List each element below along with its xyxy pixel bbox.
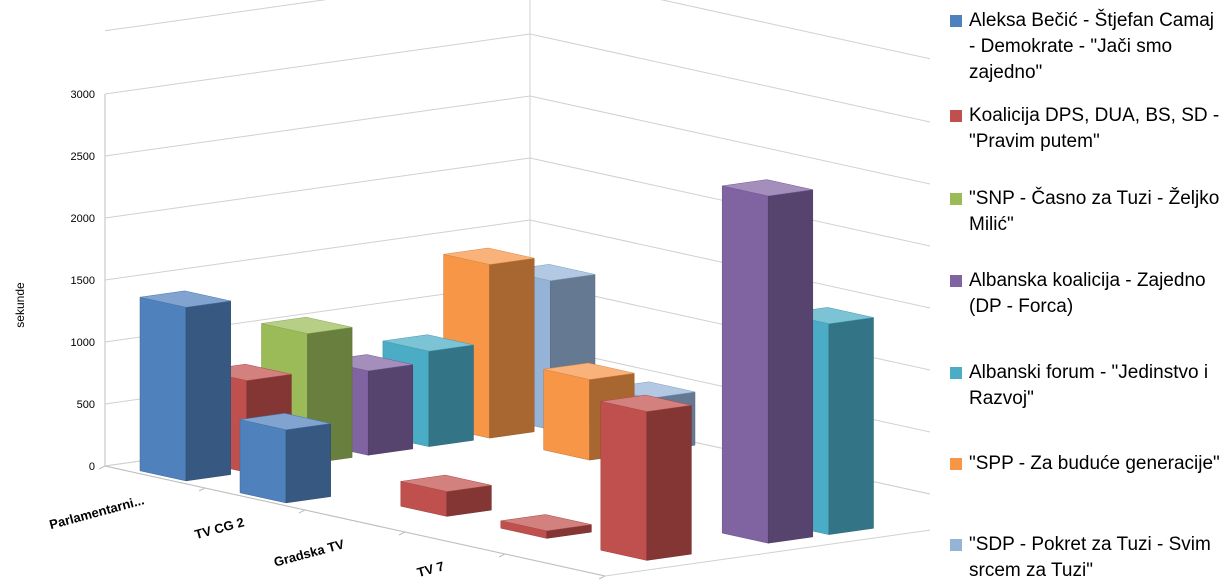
legend-item: Albanski forum - "Jedinstvo i Razvoj" [950,360,1222,412]
bar-side [185,300,231,482]
x-tick [598,575,606,580]
legend-label: "SPP - Za buduće generacije" [969,453,1220,474]
bar-top [382,334,474,352]
y-tick-label: 1000 [71,337,95,349]
y-tick-label: 1500 [71,275,95,287]
category-label: Parlamentarni... [48,492,146,532]
legend-label: Albanska koalicija - Zajedno (DP - Forca… [969,270,1206,317]
legend-label: Albanski forum - "Jedinstvo i Razvoj" [969,362,1209,409]
x-tick [298,509,306,514]
x-axis-line [104,465,606,577]
legend-item: Koalicija DPS, DUA, BS, SD - "Pravim put… [950,103,1222,155]
legend-label: "SNP - Časno za Tuzi - Željko Milić" [969,188,1220,235]
y-tick-label: 500 [77,399,95,411]
x-tick [98,465,106,470]
bar-side [367,364,414,456]
x-tick [498,553,506,558]
bar [139,290,231,482]
bar-side [646,405,692,561]
bar-top [400,474,492,492]
legend-label: Koalicija DPS, DUA, BS, SD - "Pravim put… [969,105,1220,152]
category-label: Gradska TV [272,536,346,569]
legend-swatch [950,193,962,205]
bar-top [722,179,813,197]
bar-top [500,514,592,532]
legend-label: "SDP - Pokret za Tuzi - Svim srcem za Tu… [969,534,1211,581]
gridline [104,33,930,123]
legend-swatch [950,367,962,379]
y-tick-label: 0 [89,461,95,473]
bar [721,179,814,544]
legend-item: "SNP - Časno za Tuzi - Željko Milić" [950,186,1222,238]
gridline [104,95,930,185]
gridline [104,157,930,247]
legend-swatch [950,275,962,287]
bar-front [721,185,769,544]
y-tick-label: 2500 [71,151,95,163]
legend-swatch [950,458,962,470]
bar-front [600,401,648,561]
bar-top [600,394,692,412]
bar-side [828,317,874,535]
legend-swatch [950,15,962,27]
bar-top [261,316,353,334]
legend-item: Aleksa Bečić - Štjefan Camaj - Demokrate… [950,8,1222,86]
chart-area: 0 500 1000 1500 2000 2500 3000 Parlamentarni..… [13,0,930,583]
bar-side [428,344,474,447]
bar-top [543,362,635,380]
x-tick [198,487,206,492]
bar-front [543,368,590,461]
y-tick-label: 2000 [71,213,95,225]
bar-side [489,257,535,439]
bar [600,394,692,561]
bar-side [767,189,814,544]
y-tick-label: 3000 [71,89,95,101]
y-axis-title: sekunde [13,282,27,328]
legend-item: Albanska koalicija - Zajedno (DP - Forca… [950,268,1222,320]
legend-item: "SPP - Za buduće generacije" [950,451,1222,477]
bar-front [239,419,287,504]
gridline [104,0,930,60]
bar [400,474,492,517]
bar [500,514,592,539]
bar [239,413,331,504]
bar-top [443,247,535,265]
legend-swatch [950,539,962,551]
bar-front [139,296,187,482]
category-label: TV 7 [415,558,445,580]
legend-label: Aleksa Bečić - Štjefan Camaj - Demokrate… [969,10,1214,83]
legend-swatch [950,110,962,122]
y-tick-labels: 0 500 1000 1500 2000 2500 3000 [71,89,95,473]
bar-side [285,423,331,504]
legend-item: "SDP - Pokret za Tuzi - Svim srcem za Tu… [950,532,1222,584]
gridline [104,219,930,309]
bars [139,179,874,561]
x-tick [398,531,406,536]
bar-top [239,413,331,431]
category-label: TV CG 2 [193,514,246,542]
bar-top [139,290,231,308]
